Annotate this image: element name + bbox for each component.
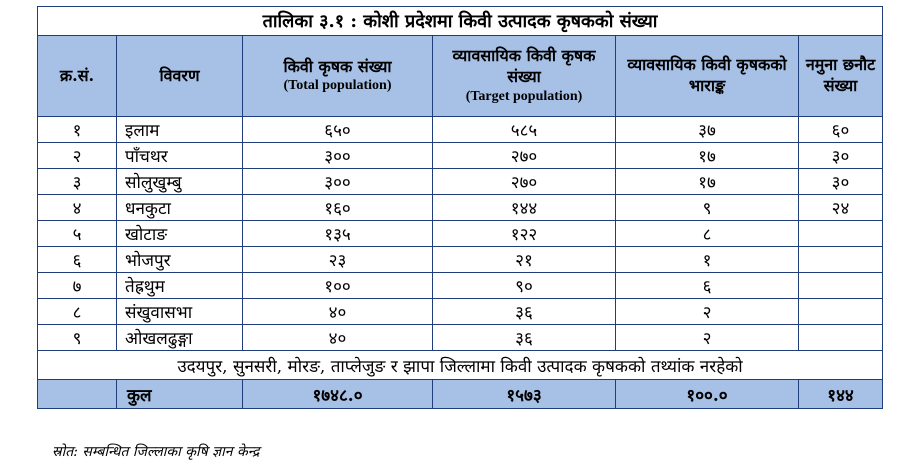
cell-target-population: ३६ — [432, 324, 616, 351]
header-target-population: व्यावसायिक किवी कृषक संख्या (Target popu… — [432, 35, 616, 117]
cell-sample-size — [797, 298, 884, 325]
cell-serial-number: ८ — [37, 298, 117, 325]
cell-sample-size — [797, 220, 884, 247]
table-row: ८ संखुवासभा ४० ३६ २ — [37, 298, 884, 325]
cell-weight: १७ — [615, 142, 799, 169]
cell-serial-number: ५ — [37, 220, 117, 247]
cell-weight: १ — [615, 246, 799, 273]
cell-sample-size: ३० — [797, 142, 884, 169]
cell-serial-number: २ — [37, 142, 117, 169]
total-sample-sum: १४४ — [797, 379, 884, 409]
cell-district-name: खोटाङ — [116, 220, 243, 247]
cell-total-population: ६५० — [242, 116, 433, 143]
total-label: कुल — [116, 379, 243, 409]
cell-target-population: १४४ — [432, 194, 616, 221]
cell-sample-size — [797, 324, 884, 351]
cell-target-population: ९० — [432, 272, 616, 299]
header-sample-size: नमुना छनौट संख्या — [797, 35, 884, 117]
table-row: २ पाँचथर ३०० २७० १७ ३० — [37, 142, 884, 169]
table-row: १ इलाम ६५० ५८५ ३७ ६० — [37, 116, 884, 143]
table-row: ७ तेह्रथुम १०० ९० ६ — [37, 272, 884, 299]
header-target-english: (Target population) — [465, 88, 583, 104]
total-weight-sum: १००.० — [615, 379, 799, 409]
table-row: ३ सोलुखुम्बु ३०० २७० १७ ३० — [37, 168, 884, 195]
cell-district-name: धनकुटा — [116, 194, 243, 221]
cell-total-population: ४० — [242, 324, 433, 351]
total-target-sum: १५७३ — [432, 379, 616, 409]
cell-total-population: ३०० — [242, 168, 433, 195]
cell-weight: ८ — [615, 220, 799, 247]
kiwi-farmers-table: तालिका ३.१ : कोशी प्रदेशमा किवी उत्पादक … — [36, 6, 884, 409]
cell-serial-number: १ — [37, 116, 117, 143]
cell-total-population: १०० — [242, 272, 433, 299]
cell-district-name: इलाम — [116, 116, 243, 143]
cell-sample-size: २४ — [797, 194, 884, 221]
table-note: उदयपुर, सुनसरी, मोरङ, ताप्लेजुङ र झापा ज… — [36, 350, 884, 380]
source-note: स्रोत: सम्बन्धित जिल्लाका कृषि ज्ञान केन… — [52, 444, 260, 460]
cell-total-population: २३ — [242, 246, 433, 273]
cell-weight: १७ — [615, 168, 799, 195]
cell-district-name: तेह्रथुम — [116, 272, 243, 299]
cell-district-name: ओखलढुङ्गा — [116, 324, 243, 351]
header-target-label: व्यावसायिक किवी कृषक संख्या — [452, 46, 596, 86]
cell-target-population: २७० — [432, 168, 616, 195]
data-table-container: तालिका ३.१ : कोशी प्रदेशमा किवी उत्पादक … — [36, 6, 884, 409]
cell-total-population: ४० — [242, 298, 433, 325]
cell-target-population: २७० — [432, 142, 616, 169]
header-weight: व्यावसायिक किवी कृषकको भाराङ्क — [615, 35, 799, 117]
header-total-english: (Total population) — [283, 78, 392, 94]
cell-target-population: २१ — [432, 246, 616, 273]
header-serial-number: क्र.सं. — [37, 35, 117, 117]
cell-weight: २ — [615, 298, 799, 325]
cell-sample-size: ६० — [797, 116, 884, 143]
total-population-sum: १७४८.० — [242, 379, 433, 409]
cell-sample-size — [797, 246, 884, 273]
header-total-population: किवी कृषक संख्या (Total population) — [242, 35, 433, 117]
table-title: तालिका ३.१ : कोशी प्रदेशमा किवी उत्पादक … — [36, 6, 884, 36]
cell-district-name: सोलुखुम्बु — [116, 168, 243, 195]
table-row: ४ धनकुटा १६० १४४ ९ २४ — [37, 194, 884, 221]
cell-total-population: ३०० — [242, 142, 433, 169]
cell-sample-size — [797, 272, 884, 299]
cell-weight: २ — [615, 324, 799, 351]
cell-total-population: १६० — [242, 194, 433, 221]
header-description: विवरण — [116, 35, 243, 117]
table-row: ९ ओखलढुङ्गा ४० ३६ २ — [37, 324, 884, 351]
cell-district-name: पाँचथर — [116, 142, 243, 169]
header-total-label: किवी कृषक संख्या — [283, 56, 392, 76]
cell-district-name: भोजपुर — [116, 246, 243, 273]
cell-total-population: १३५ — [242, 220, 433, 247]
cell-target-population: ५८५ — [432, 116, 616, 143]
cell-weight: ९ — [615, 194, 799, 221]
cell-district-name: संखुवासभा — [116, 298, 243, 325]
table-row: ५ खोटाङ १३५ १२२ ८ — [37, 220, 884, 247]
cell-sample-size: ३० — [797, 168, 884, 195]
cell-serial-number: ६ — [37, 246, 117, 273]
cell-serial-number: ९ — [37, 324, 117, 351]
cell-target-population: १२२ — [432, 220, 616, 247]
cell-serial-number: ४ — [37, 194, 117, 221]
cell-weight: ३७ — [615, 116, 799, 143]
cell-target-population: ३६ — [432, 298, 616, 325]
cell-serial-number: ३ — [37, 168, 117, 195]
table-row: ६ भोजपुर २३ २१ १ — [37, 246, 884, 273]
total-serial-cell — [37, 379, 117, 409]
cell-serial-number: ७ — [37, 272, 117, 299]
cell-weight: ६ — [615, 272, 799, 299]
